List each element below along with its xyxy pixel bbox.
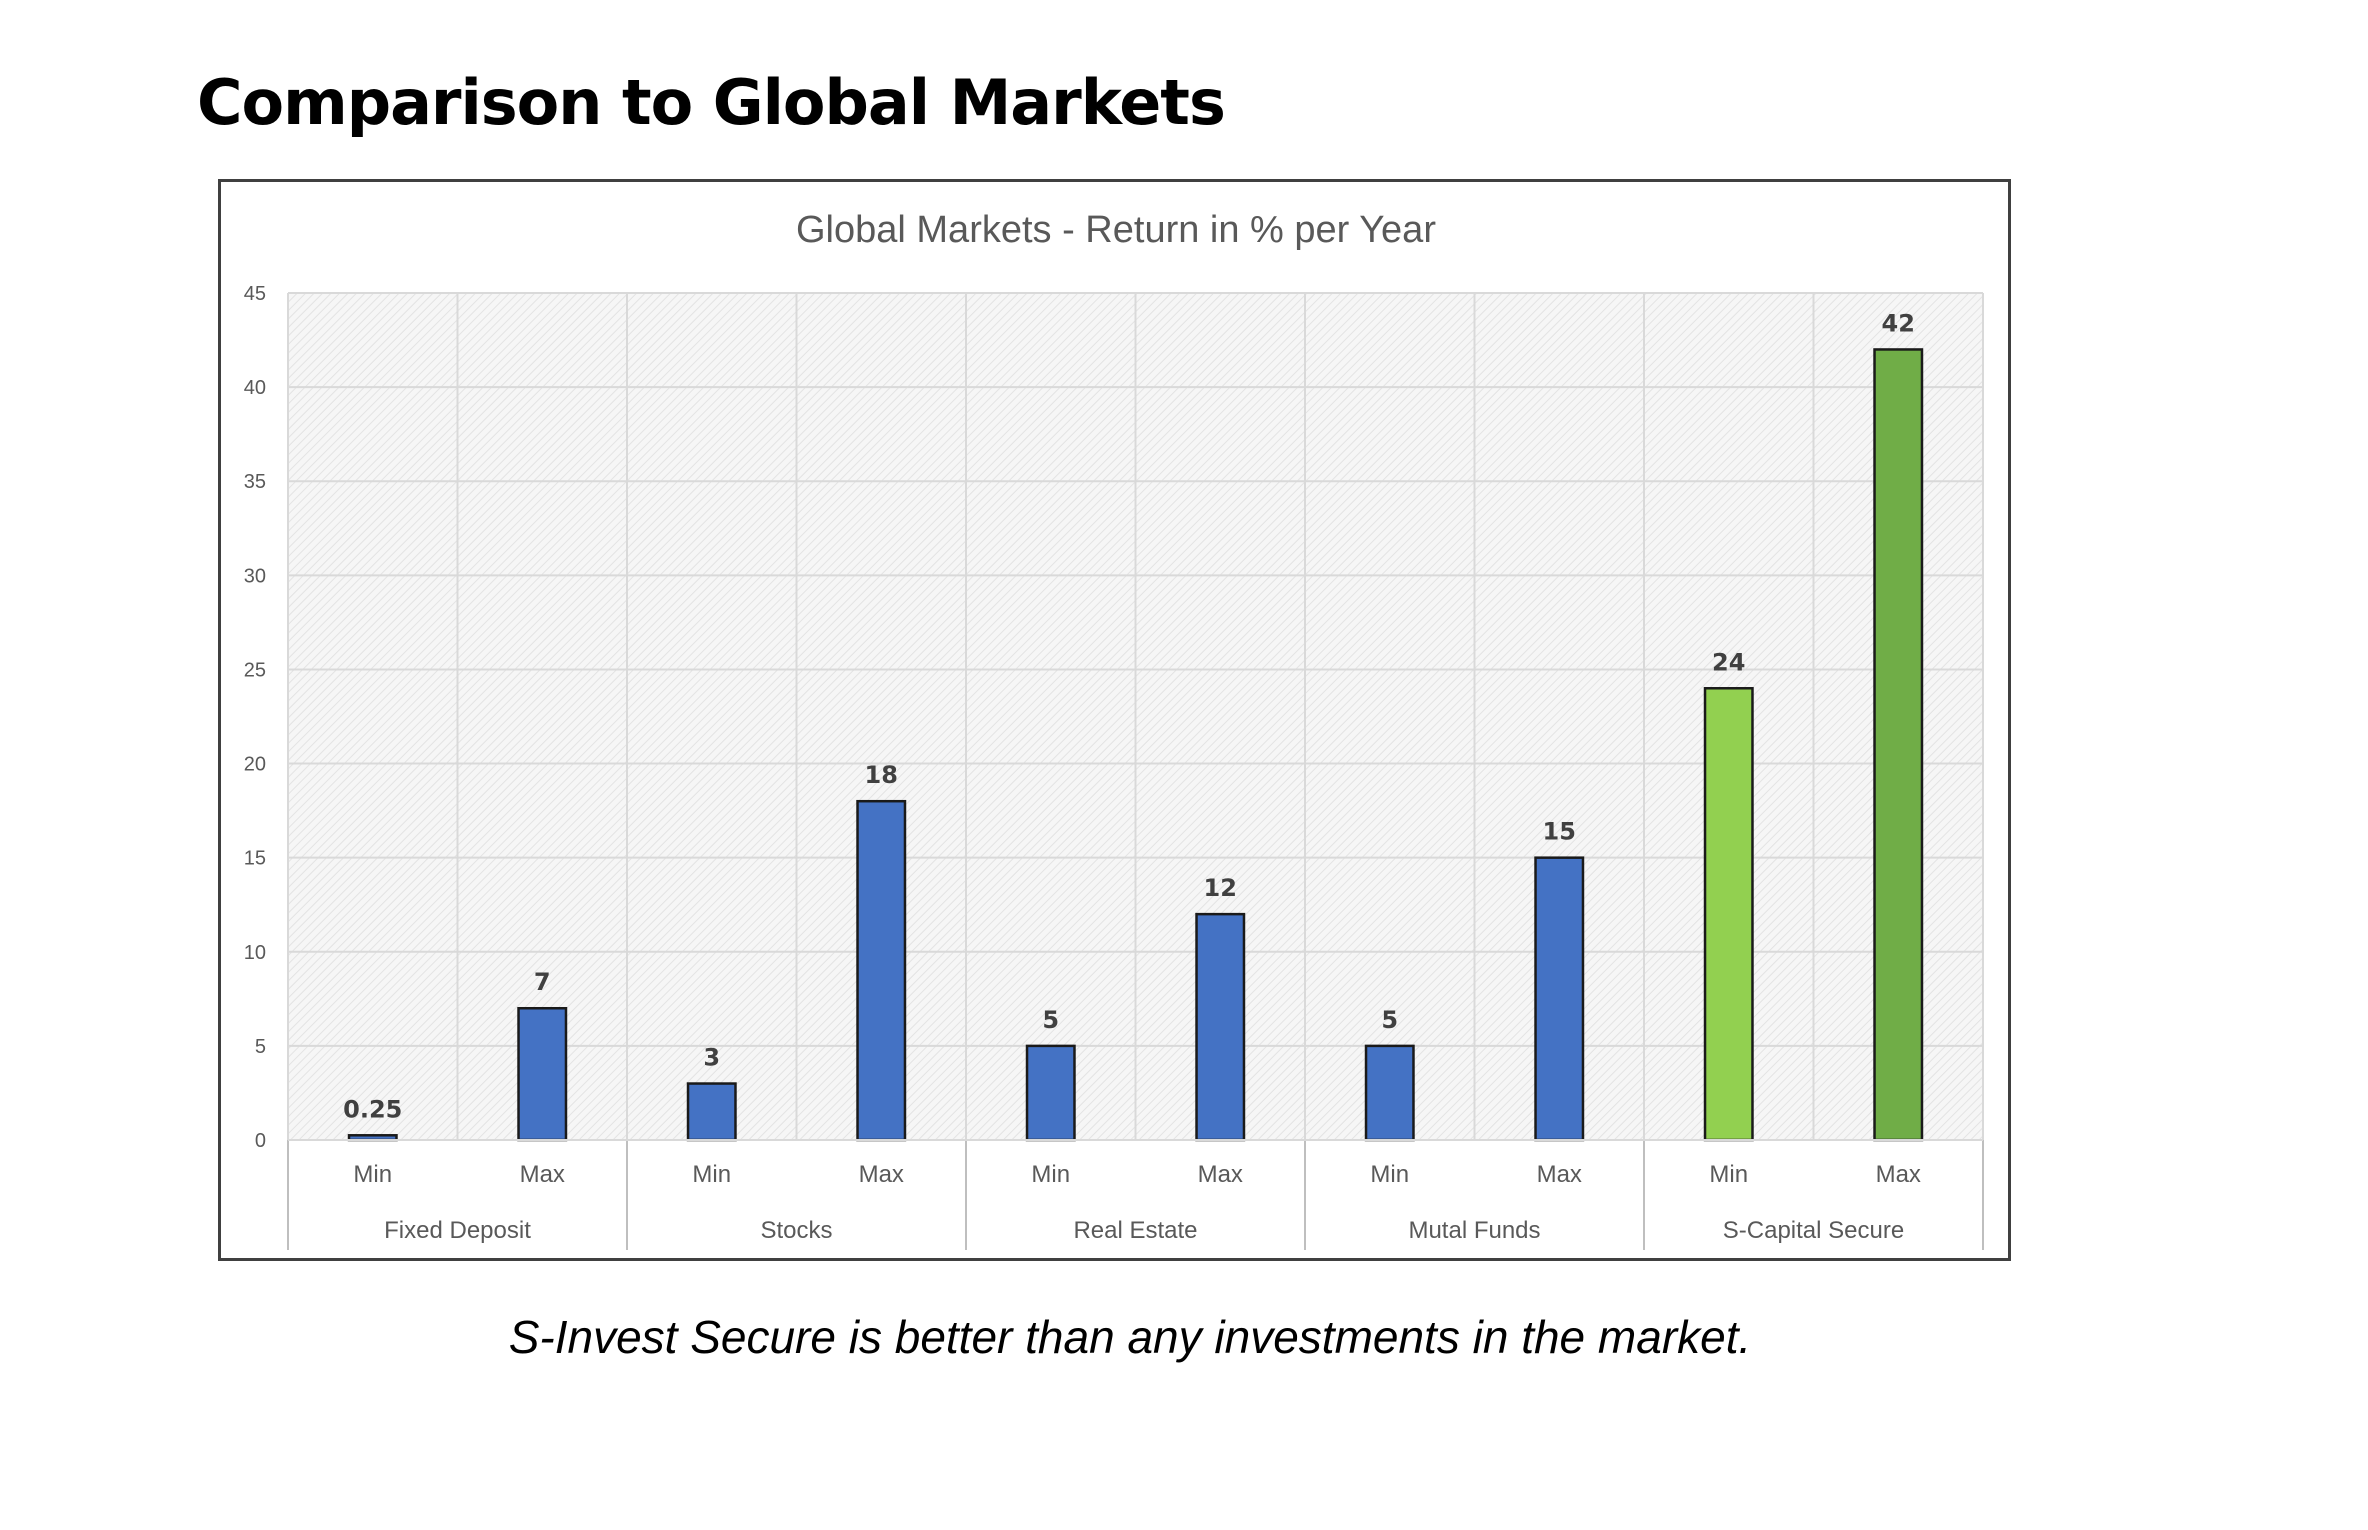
y-tick-label: 5 <box>255 1036 266 1058</box>
bar-real-estate-min <box>1025 1044 1076 1142</box>
y-tick-label: 25 <box>244 659 266 681</box>
data-label: 3 <box>703 1044 720 1072</box>
bar-chart: Global Markets - Return in % per Year 0 5… <box>244 209 1984 1250</box>
chart-frame: Global Markets - Return in % per Year 0 5… <box>218 179 2011 1261</box>
y-tick-label: 35 <box>244 471 266 493</box>
bar-mutal-funds-max <box>1534 856 1585 1142</box>
x-tick-label: Max <box>1876 1161 1921 1188</box>
x-tick-label: Max <box>1198 1161 1243 1188</box>
data-label: 0.25 <box>343 1095 402 1123</box>
y-tick-label: 15 <box>244 848 266 870</box>
y-tick-label: 10 <box>244 942 266 964</box>
y-tick-label: 0 <box>255 1130 266 1152</box>
bar-stocks-max <box>856 799 907 1142</box>
x-tick-label: Min <box>1031 1161 1070 1188</box>
x-group-label: Real Estate <box>1073 1217 1197 1244</box>
data-label: 5 <box>1381 1006 1398 1034</box>
x-tick-label: Min <box>1370 1161 1409 1188</box>
page-title: Comparison to Global Markets <box>197 66 1226 139</box>
bar-mutal-funds-min <box>1364 1044 1415 1142</box>
x-tick-label: Min <box>692 1161 731 1188</box>
bar-s-capital-secure-min <box>1703 687 1754 1142</box>
y-tick-label: 30 <box>244 565 266 587</box>
x-group-label: Stocks <box>760 1217 832 1244</box>
x-tick-label: Min <box>1709 1161 1748 1188</box>
x-group-label: Fixed Deposit <box>384 1217 531 1244</box>
data-label: 5 <box>1042 1006 1059 1034</box>
y-tick-label: 20 <box>244 754 266 776</box>
x-tick-label: Max <box>1537 1161 1582 1188</box>
x-group-label: S-Capital Secure <box>1723 1217 1904 1244</box>
x-tick-label: Min <box>353 1161 392 1188</box>
x-tick-label: Max <box>859 1161 904 1188</box>
bar-s-capital-secure-max <box>1873 348 1924 1142</box>
chart-title: Global Markets - Return in % per Year <box>796 209 1436 251</box>
data-label: 18 <box>865 761 898 789</box>
y-tick-label: 40 <box>244 377 266 399</box>
bar-stocks-min <box>686 1082 737 1142</box>
bar-fixed-deposit-max <box>517 1006 568 1142</box>
y-tick-label: 45 <box>244 283 266 305</box>
caption: S-Invest Secure is better than any inves… <box>508 1311 1752 1363</box>
data-label: 12 <box>1204 874 1237 902</box>
data-label: 24 <box>1712 648 1745 676</box>
x-group-label: Mutal Funds <box>1408 1217 1540 1244</box>
data-label: 7 <box>534 968 551 996</box>
data-label: 42 <box>1882 309 1915 337</box>
data-label: 15 <box>1543 818 1576 846</box>
bar-real-estate-max <box>1195 912 1246 1142</box>
x-tick-label: Max <box>520 1161 565 1188</box>
